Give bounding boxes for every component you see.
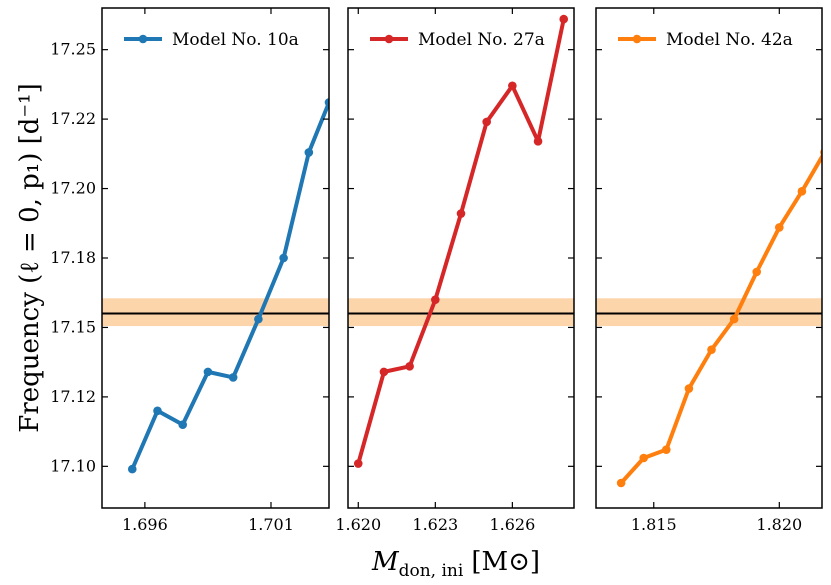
- series-line: [619, 152, 822, 485]
- data-point: [639, 453, 649, 463]
- observed-uncertainty-band: [596, 298, 822, 327]
- data-point: [279, 253, 288, 263]
- data-point: [254, 314, 263, 324]
- y-axis-title-group: Frequency (ℓ = 0, p₁) [d⁻¹]: [15, 83, 45, 432]
- x-axis-title-symbol: M: [371, 547, 400, 577]
- y-tick-label: 17.22: [50, 109, 96, 128]
- data-point: [684, 384, 694, 393]
- panel-3: 1.815 1.820 Model No. 42a: [595, 7, 823, 534]
- data-point: [559, 14, 569, 24]
- data-point: [775, 223, 784, 232]
- x-tick-label: 1.620: [335, 515, 381, 534]
- legend-label: Model No. 42a: [666, 30, 793, 50]
- x-axis-title-group: Mdon, ini [M⊙]: [371, 547, 540, 581]
- data-point: [456, 209, 466, 218]
- data-point: [729, 314, 739, 324]
- y-tick-label: 17.20: [50, 179, 96, 198]
- legend-label: Model No. 10a: [172, 30, 299, 50]
- data-point: [228, 373, 238, 382]
- data-point: [304, 148, 314, 157]
- legend-marker: [384, 34, 394, 44]
- legend-marker: [632, 34, 642, 44]
- data-point: [405, 362, 414, 371]
- data-point: [707, 345, 716, 354]
- data-point: [616, 478, 626, 488]
- data-point: [203, 367, 213, 377]
- x-axis-title-subscript: don, ini: [399, 561, 464, 581]
- observed-uncertainty-band: [102, 298, 329, 327]
- panel-2: 1.620 1.623 1.626 Model No. 27a: [335, 7, 575, 534]
- data-point: [508, 81, 517, 91]
- panel-1: 17.10 17.12 17.15 17.18 17.20 17.22 17.25 1.696…: [50, 7, 330, 534]
- x-tick-label: 1.815: [631, 515, 677, 534]
- y-tick-label: 17.25: [50, 40, 96, 59]
- y-tick-label: 17.10: [50, 456, 96, 475]
- x-tick-label: 1.623: [412, 515, 458, 534]
- panels-group: 17.10 17.12 17.15 17.18 17.20 17.22 17.25 1.696…: [50, 7, 823, 534]
- x-axis-title-unit: [M⊙]: [471, 547, 540, 577]
- data-point: [153, 406, 162, 416]
- y-tick-label: 17.18: [50, 248, 96, 267]
- data-point: [379, 367, 389, 377]
- x-tick-label: 1.626: [489, 515, 535, 534]
- legend-label: Model No. 27a: [418, 30, 545, 50]
- data-point: [533, 137, 543, 146]
- data-point: [353, 459, 363, 468]
- y-axis-title: Frequency (ℓ = 0, p₁) [d⁻¹]: [15, 83, 45, 432]
- data-point: [324, 98, 329, 107]
- data-point: [178, 420, 188, 429]
- x-tick-label: 1.701: [248, 515, 294, 534]
- data-point: [752, 267, 762, 277]
- y-tick-label: 17.15: [50, 317, 96, 336]
- data-point: [797, 187, 807, 196]
- data-point: [662, 445, 671, 454]
- observed-uncertainty-band: [348, 298, 574, 327]
- x-axis-title: Mdon, ini [M⊙]: [371, 547, 540, 581]
- x-tick-label: 1.820: [756, 515, 802, 534]
- y-tick-label: 17.12: [50, 387, 96, 406]
- data-point: [431, 295, 440, 304]
- data-point: [127, 464, 137, 474]
- legend-marker: [138, 34, 148, 44]
- x-tick-label: 1.696: [122, 515, 168, 534]
- data-point: [482, 117, 491, 127]
